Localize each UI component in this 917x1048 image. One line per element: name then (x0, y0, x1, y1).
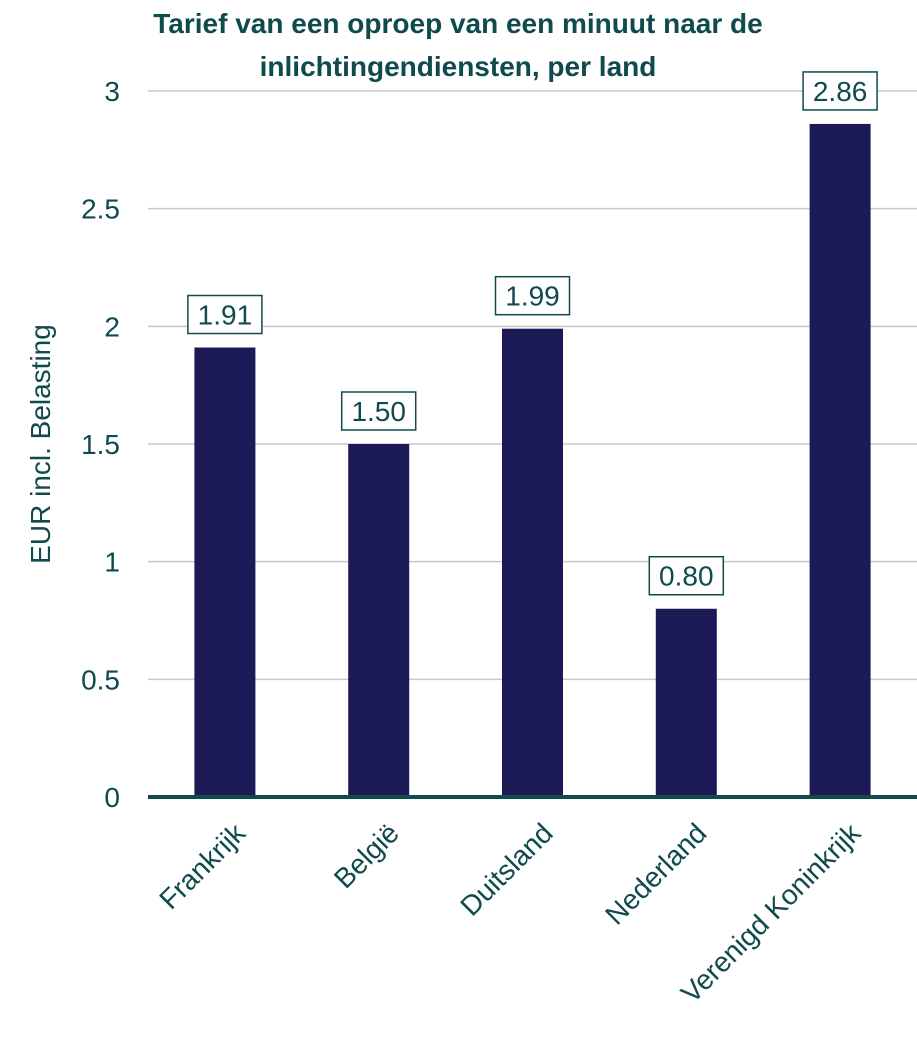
data-label-text: 2.86 (813, 76, 868, 107)
data-label: 1.91 (187, 294, 263, 335)
chart-title: Tarief van een oproep van een minuut naa… (153, 8, 762, 82)
data-label-text: 1.50 (351, 396, 406, 427)
data-label-box (187, 294, 263, 335)
y-axis-label: EUR incl. Belasting (25, 324, 56, 564)
data-labels: 1.91 1.50 1.99 0.80 2.86 (187, 71, 878, 596)
bars (194, 123, 871, 798)
y-tick-label: 2.5 (81, 194, 120, 225)
data-label-text: 0.80 (659, 561, 714, 592)
data-label-text: 1.91 (198, 300, 253, 331)
bar (809, 123, 871, 798)
y-tick-label: 0 (104, 782, 120, 813)
data-label: 0.80 (648, 555, 725, 596)
x-category-label: Nederland (599, 817, 712, 930)
data-label-box (802, 71, 878, 111)
data-label: 1.50 (340, 391, 417, 431)
y-tick-label: 3 (104, 76, 120, 107)
data-label-box (340, 391, 417, 431)
x-category-label: België (328, 817, 405, 894)
y-tick-label: 1 (104, 547, 120, 578)
y-axis-ticks: 0 0.5 1 1.5 2 2.5 3 (81, 76, 120, 813)
data-label: 2.86 (802, 71, 878, 111)
data-label-box (648, 555, 725, 596)
x-category-label: Frankrijk (153, 817, 252, 916)
chart-title-line-1: Tarief van een oproep van een minuut naa… (153, 8, 762, 39)
bar (502, 328, 563, 797)
y-tick-label: 2 (104, 311, 120, 342)
x-category-label: Duitsland (454, 817, 558, 921)
data-label-box (494, 275, 571, 316)
x-axis-category-labels: Frankrijk België Duitsland NederlandVerenig… (153, 817, 867, 1009)
bar (655, 608, 717, 797)
bar (348, 444, 410, 797)
y-tick-label: 1.5 (81, 429, 120, 460)
chart-title-line-2: inlichtingendiensten, per land (260, 51, 657, 82)
data-label: 1.99 (494, 275, 571, 316)
y-tick-label: 0.5 (81, 664, 120, 695)
bar (194, 347, 256, 797)
data-label-text: 1.99 (505, 281, 560, 312)
